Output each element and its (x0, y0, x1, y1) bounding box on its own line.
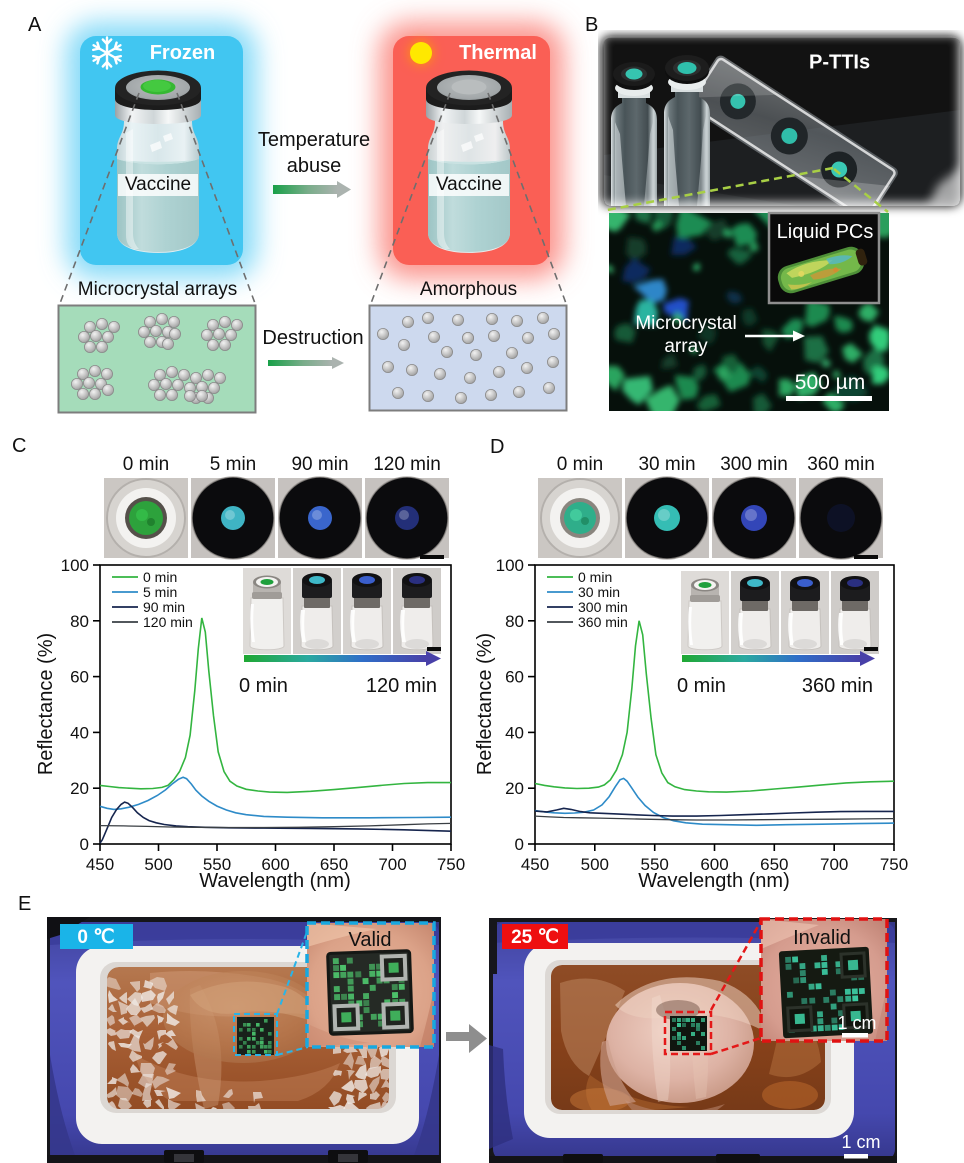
svg-text:500 µm: 500 µm (795, 371, 865, 394)
svg-text:Wavelength (nm): Wavelength (nm) (638, 870, 790, 892)
svg-text:360 min: 360 min (807, 454, 875, 475)
svg-text:120 min: 120 min (143, 614, 193, 630)
svg-text:100: 100 (496, 556, 524, 575)
svg-text:0 min: 0 min (557, 454, 603, 475)
svg-text:550: 550 (641, 855, 669, 874)
svg-text:0: 0 (515, 835, 524, 854)
svg-text:0 min: 0 min (578, 569, 612, 585)
svg-text:Valid: Valid (349, 929, 392, 951)
svg-text:20: 20 (505, 779, 524, 798)
svg-text:360 min: 360 min (578, 614, 628, 630)
svg-text:90 min: 90 min (291, 454, 348, 475)
svg-text:750: 750 (880, 855, 908, 874)
svg-text:300 min: 300 min (720, 454, 788, 475)
svg-text:600: 600 (700, 855, 728, 874)
svg-text:P-TTIs: P-TTIs (809, 52, 870, 74)
svg-text:0 min: 0 min (239, 675, 288, 697)
svg-text:120 min: 120 min (373, 454, 441, 475)
svg-text:90 min: 90 min (143, 599, 185, 615)
svg-text:80: 80 (70, 612, 89, 631)
svg-text:450: 450 (521, 855, 549, 874)
svg-text:0 min: 0 min (123, 454, 169, 475)
svg-text:450: 450 (86, 855, 114, 874)
svg-text:650: 650 (760, 855, 788, 874)
svg-text:0 min: 0 min (143, 569, 177, 585)
svg-text:Liquid PCs: Liquid PCs (777, 221, 874, 243)
svg-text:80: 80 (505, 612, 524, 631)
svg-text:120 min: 120 min (366, 675, 437, 697)
svg-text:360 min: 360 min (802, 675, 873, 697)
svg-text:20: 20 (70, 779, 89, 798)
svg-text:100: 100 (61, 556, 89, 575)
svg-text:60: 60 (505, 668, 524, 687)
svg-text:0: 0 (80, 835, 89, 854)
svg-text:700: 700 (820, 855, 848, 874)
svg-text:0 ℃: 0 ℃ (77, 927, 114, 948)
svg-text:60: 60 (70, 668, 89, 687)
svg-text:Reflectance (%): Reflectance (%) (474, 633, 496, 775)
svg-text:1 cm: 1 cm (841, 1132, 880, 1152)
svg-text:1 cm: 1 cm (837, 1013, 876, 1033)
svg-text:Reflectance (%): Reflectance (%) (35, 633, 57, 775)
svg-text:500: 500 (144, 855, 172, 874)
svg-text:Invalid: Invalid (793, 927, 851, 949)
svg-text:25 ℃: 25 ℃ (511, 927, 559, 948)
svg-text:40: 40 (505, 723, 524, 742)
svg-text:700: 700 (378, 855, 406, 874)
svg-text:Microcrystal: Microcrystal (635, 313, 736, 334)
svg-text:30 min: 30 min (578, 584, 620, 600)
svg-text:600: 600 (261, 855, 289, 874)
svg-text:5 min: 5 min (210, 454, 256, 475)
svg-text:array: array (664, 336, 708, 357)
svg-text:650: 650 (320, 855, 348, 874)
svg-text:Wavelength (nm): Wavelength (nm) (199, 870, 351, 892)
svg-text:550: 550 (203, 855, 231, 874)
svg-text:0 min: 0 min (677, 675, 726, 697)
svg-text:750: 750 (437, 855, 465, 874)
svg-text:30 min: 30 min (638, 454, 695, 475)
svg-text:40: 40 (70, 723, 89, 742)
svg-text:500: 500 (581, 855, 609, 874)
svg-text:300 min: 300 min (578, 599, 628, 615)
svg-text:5 min: 5 min (143, 584, 177, 600)
